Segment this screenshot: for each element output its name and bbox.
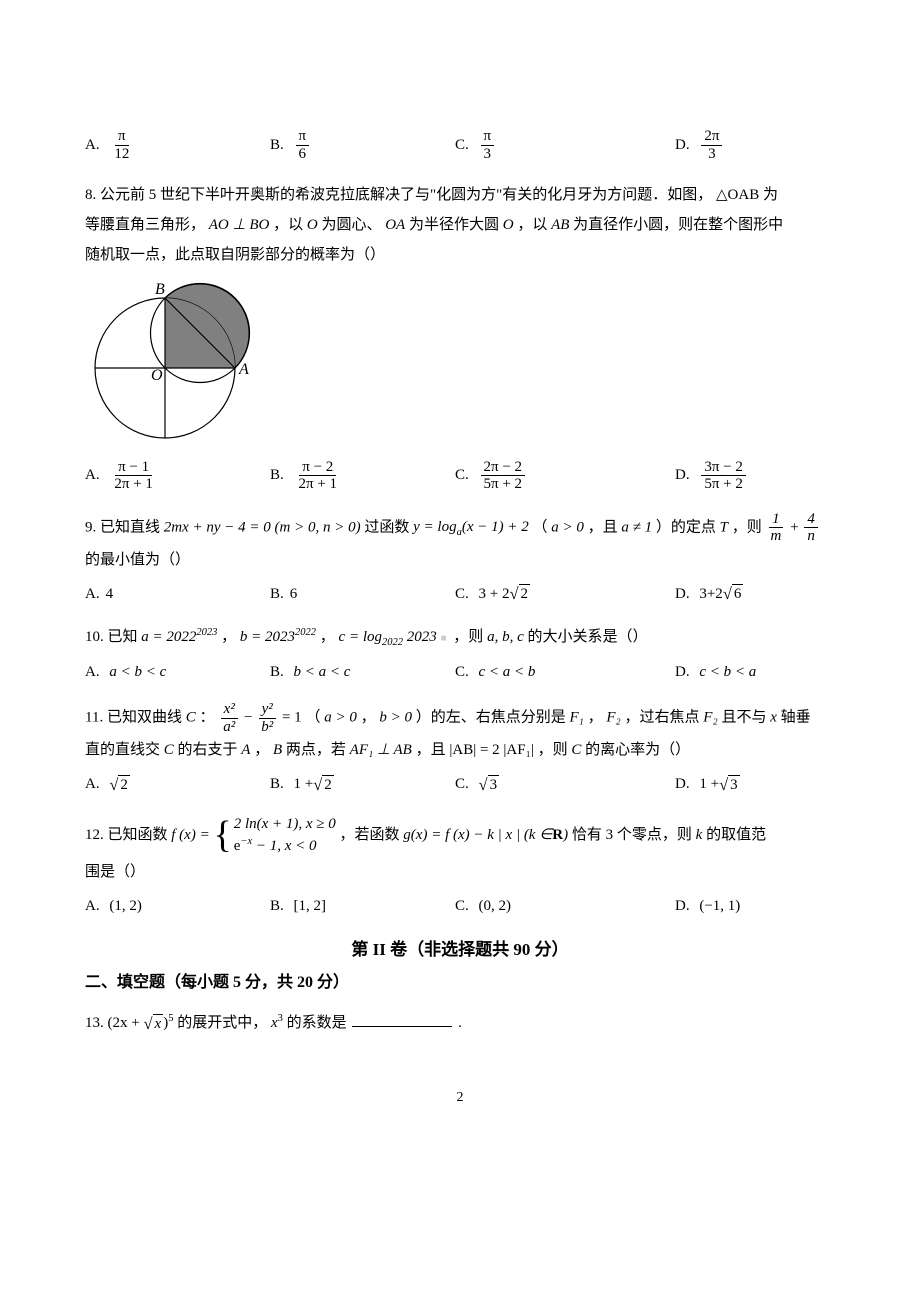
exam-page: A. π12 B. π6 C. π3 D. 2π3 8. 公元前 5 世纪下半叶… — [0, 0, 920, 1168]
q12-option-c: C. (0, 2) — [455, 895, 675, 918]
q12-option-d: D. (−1, 1) — [675, 895, 835, 918]
section-2-title: 第 II 卷（非选择题共 90 分） — [85, 937, 835, 963]
q8-option-c: C. 2π − 25π + 2 — [455, 459, 675, 493]
q10-number: 10. — [85, 629, 104, 645]
q8-stem: 8. 公元前 5 世纪下半叶开奥斯的希波克拉底解决了与"化圆为方"有关的化月牙为… — [85, 180, 835, 270]
q9-option-c: C. 3 + 2√2 — [455, 583, 675, 606]
q12-option-b: B. [1, 2] — [270, 895, 455, 918]
q10-option-b: B. b < a < c — [270, 661, 455, 684]
watermark-icon: ■ — [441, 633, 450, 644]
q10-option-c: C. c < a < b — [455, 661, 675, 684]
q11-option-c: C. √3 — [455, 773, 675, 796]
q11-option-d: D. 1 + √3 — [675, 773, 835, 796]
q10-option-d: D. c < b < a — [675, 661, 835, 684]
q12-stem: 12. 已知函数 f (x) = { 2 ln(x + 1), x ≥ 0 e−… — [85, 814, 835, 887]
q8-diagram: O A B — [85, 278, 835, 451]
fill-blank — [352, 1011, 452, 1027]
q10-options: A. a < b < c B. b < a < c C. c < a < b D… — [85, 661, 835, 684]
q11-number: 11. — [85, 710, 103, 726]
q12-option-a: A. (1, 2) — [85, 895, 270, 918]
piecewise: { 2 ln(x + 1), x ≥ 0 e−x − 1, x < 0 — [213, 814, 335, 857]
q9-stem: 9. 已知直线 2mx + ny − 4 = 0 (m > 0, n > 0) … — [85, 511, 835, 575]
q13-stem: 13. (2x + √x)5 的展开式中， x3 的系数是 . — [85, 1009, 835, 1038]
q12-number: 12. — [85, 827, 104, 843]
label-b: B — [155, 281, 165, 298]
q8-option-d: D. 3π − 25π + 2 — [675, 459, 835, 493]
q8-option-a: A. π − 12π + 1 — [85, 459, 270, 493]
q8-number: 8. — [85, 187, 96, 203]
q9-option-b: B. 6 — [270, 583, 455, 606]
q9-options: A. 4 B. 6 C. 3 + 2√2 D. 3+2√6 — [85, 583, 835, 606]
q12-options: A. (1, 2) B. [1, 2] C. (0, 2) D. (−1, 1) — [85, 895, 835, 918]
q13-number: 13. — [85, 1015, 104, 1031]
q11-option-a: A. √2 — [85, 773, 270, 796]
q7-option-d: D. 2π3 — [675, 128, 835, 162]
q9-option-a: A. 4 — [85, 583, 270, 606]
q11-options: A. √2 B. 1 + √2 C. √3 D. 1 + √3 — [85, 773, 835, 796]
label-a: A — [238, 361, 249, 378]
q7-option-b: B. π6 — [270, 128, 455, 162]
q11-option-b: B. 1 + √2 — [270, 773, 455, 796]
q11-stem: 11. 已知双曲线 C ： x²a² − y²b² = 1 （ a > 0 ， … — [85, 701, 835, 765]
q7-options: A. π12 B. π6 C. π3 D. 2π3 — [85, 128, 835, 162]
section-2-sub: 二、填空题（每小题 5 分，共 20 分） — [85, 971, 835, 995]
q7-option-c: C. π3 — [455, 128, 675, 162]
q10-stem: 10. 已知 a = 20222023 ， b = 20232022 ， c =… — [85, 623, 835, 653]
q8-options: A. π − 12π + 1 B. π − 22π + 1 C. 2π − 25… — [85, 459, 835, 493]
label-o: O — [151, 367, 163, 384]
q9-number: 9. — [85, 519, 96, 535]
q8-option-b: B. π − 22π + 1 — [270, 459, 455, 493]
q9-option-d: D. 3+2√6 — [675, 583, 835, 606]
page-number: 2 — [85, 1087, 835, 1108]
q10-option-a: A. a < b < c — [85, 661, 270, 684]
q7-option-a: A. π12 — [85, 128, 270, 162]
